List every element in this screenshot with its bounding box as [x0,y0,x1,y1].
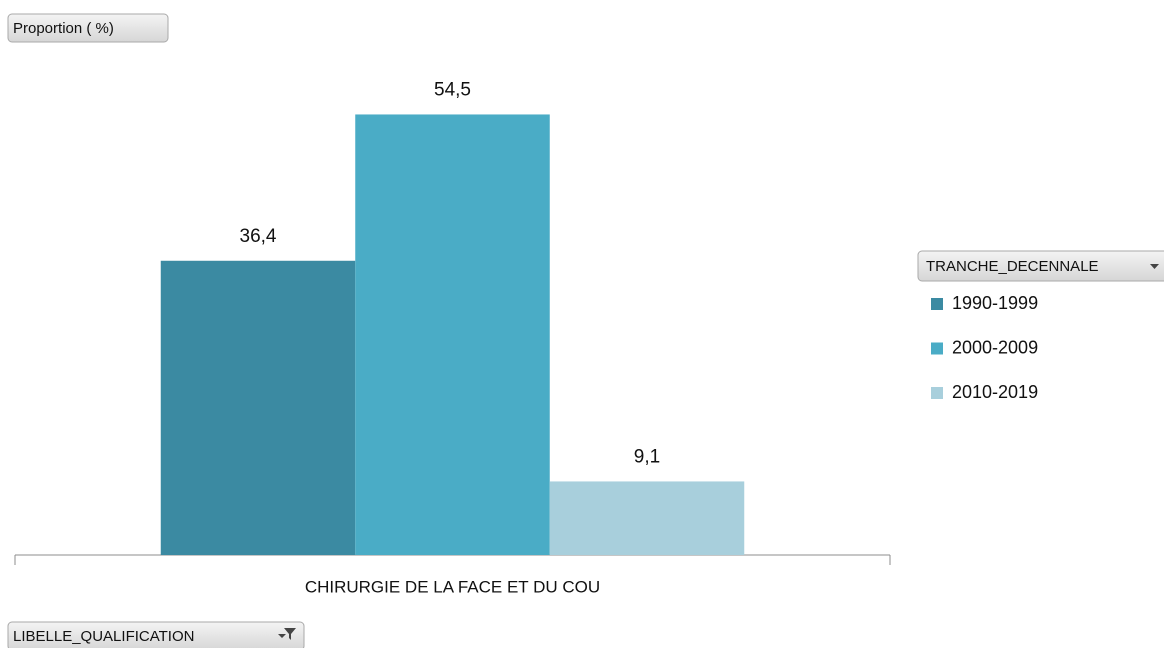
legend-field-button[interactable]: TRANCHE_DECENNALE [917,250,1164,282]
data-label: 9,1 [634,446,660,467]
legend-label: 1990-1999 [952,293,1038,313]
legend-label: 2000-2009 [952,337,1038,357]
data-label: 36,4 [240,226,277,247]
legend-swatch [931,298,943,310]
bar [549,481,745,555]
button-label: TRANCHE_DECENNALE [926,258,1099,275]
legend-label: 2010-2019 [952,382,1038,402]
data-label: 54,5 [434,79,471,100]
button-label: LIBELLE_QUALIFICATION [13,628,194,645]
legend-swatch [931,387,943,399]
button-frame [917,250,1164,282]
axis-field-button[interactable]: LIBELLE_QUALIFICATION [7,621,305,648]
value-field-button[interactable]: Proportion ( %) [7,13,169,43]
bar [160,260,356,555]
button-frame [7,13,169,43]
dropdown-arrow [1150,264,1159,269]
filter-icon [278,628,296,640]
button-label: Proportion ( %) [13,20,114,37]
bar [355,114,550,555]
button-frame [7,621,305,648]
x-tick-label: CHIRURGIE DE LA FACE ET DU COU [305,577,600,596]
legend-swatch [931,342,943,355]
